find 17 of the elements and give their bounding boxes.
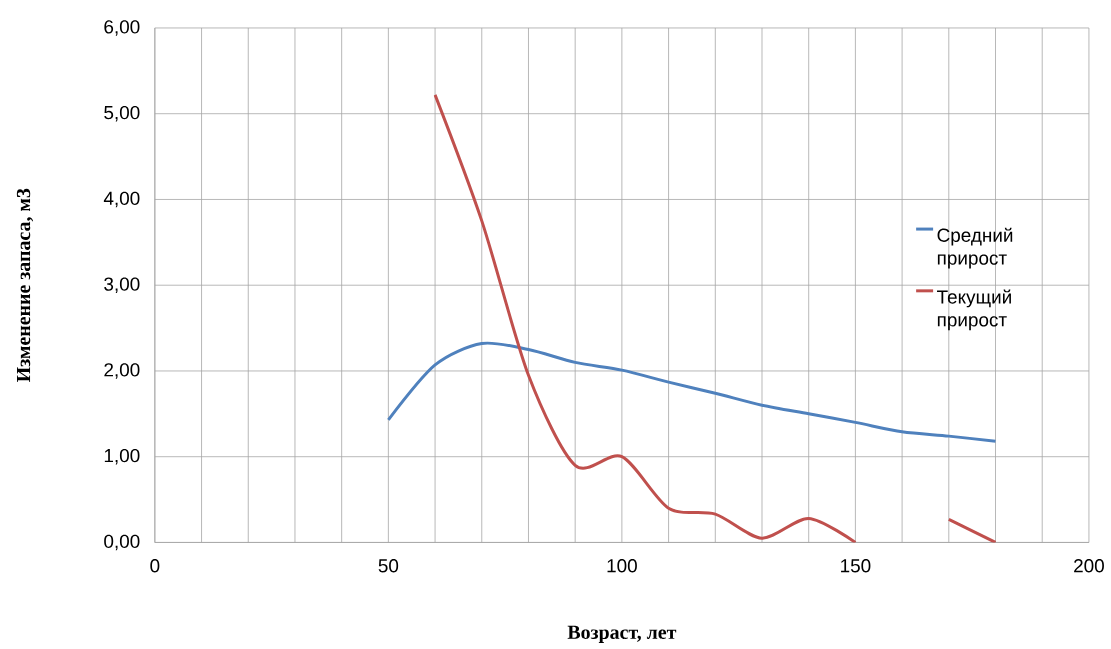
y-tick-label: 1,00 [104,448,140,465]
x-tick-label: 150 [841,558,871,573]
x-tick-label: 100 [607,558,637,573]
y-axis-title: Изменение запаса, м3 [16,188,34,382]
y-tick-label: 4,00 [103,191,140,208]
y-tick-label: 3,00 [104,277,140,293]
x-tick-label: 50 [378,558,399,573]
line-series [386,341,998,443]
x-axis-title: Возраст, лет [567,625,677,643]
y-tick-label: 5,00 [104,105,140,122]
x-tick-label: 0 [150,558,160,573]
y-tick-label: 2,00 [104,363,140,379]
legend-label: Текущий прирост [937,289,1011,331]
legend-label: Средний прирост [937,227,1013,269]
y-tick-label: 6,00 [104,20,140,36]
x-tick-label: 200 [1074,558,1104,573]
y-tick-label: 0,00 [104,534,140,551]
